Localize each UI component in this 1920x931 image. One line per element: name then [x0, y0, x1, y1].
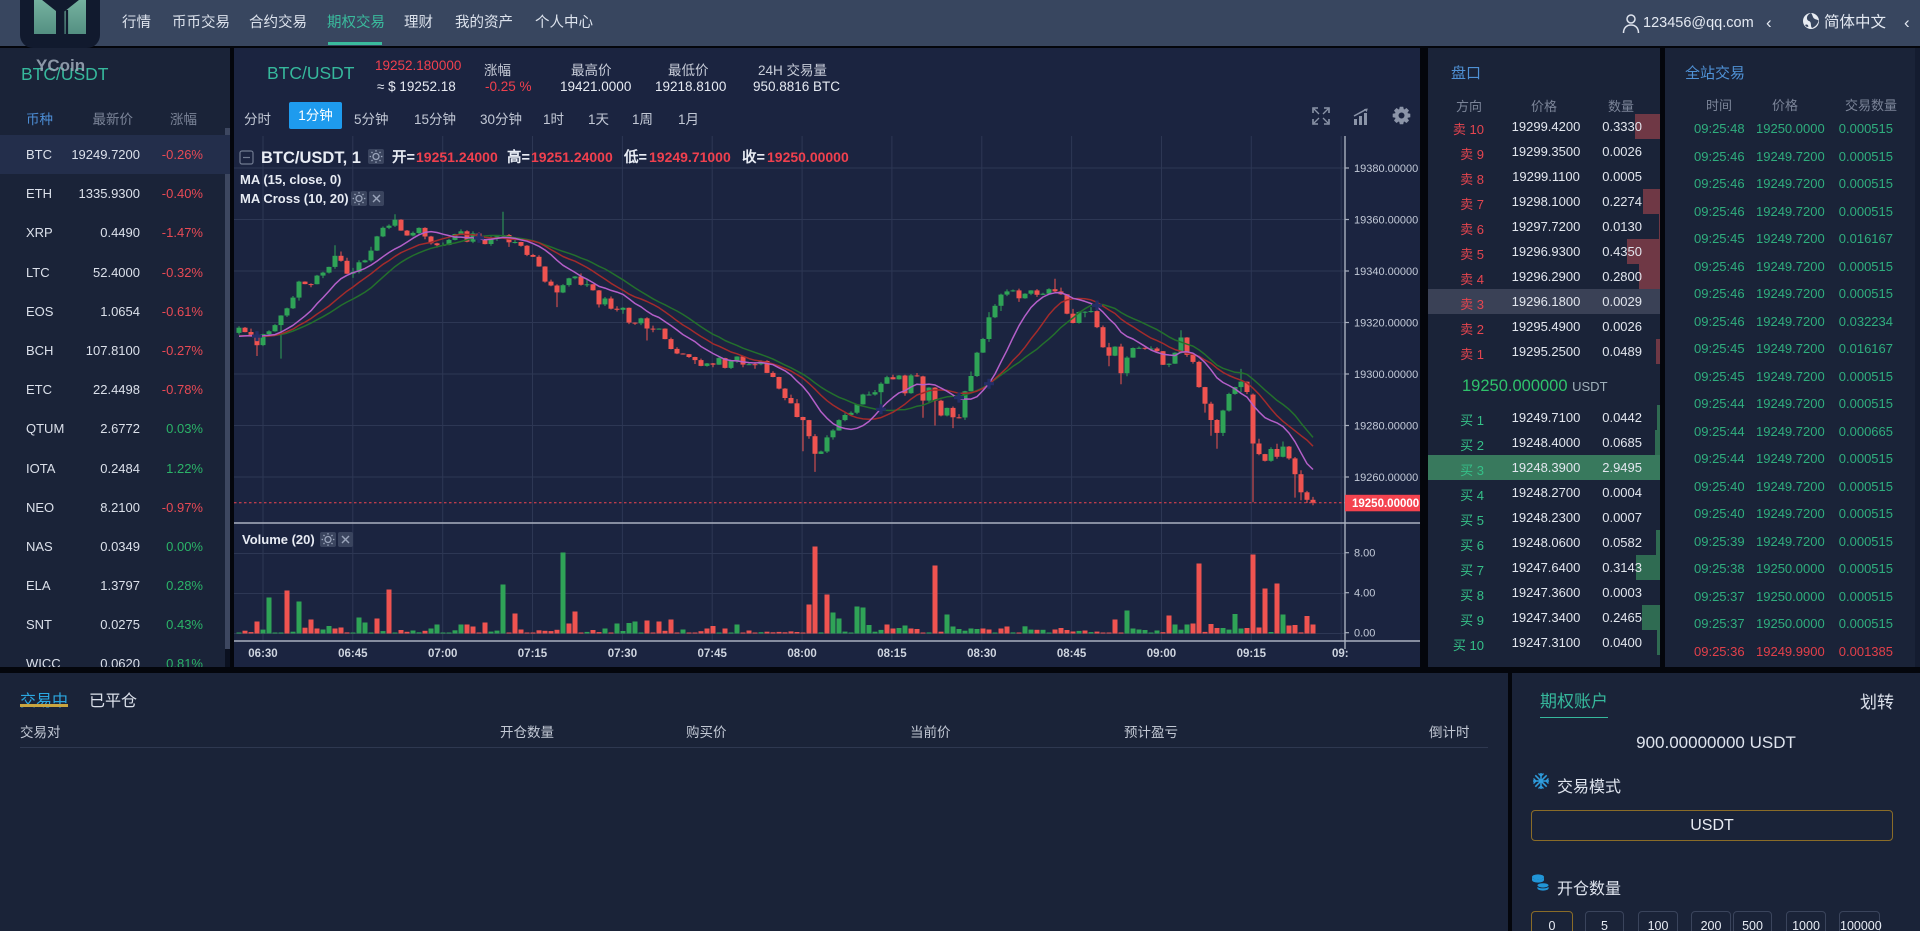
svg-text:09:: 09: — [1332, 648, 1349, 660]
svg-text:07:30: 07:30 — [608, 648, 637, 660]
svg-text:收=: 收= — [742, 148, 765, 166]
svg-text:19251.24000: 19251.24000 — [416, 149, 498, 165]
svg-text:MA Cross (10, 20): MA Cross (10, 20) — [240, 191, 349, 206]
svg-text:09:00: 09:00 — [1147, 648, 1176, 660]
svg-text:BTC/USDT, 1: BTC/USDT, 1 — [261, 149, 361, 167]
svg-text:08:15: 08:15 — [877, 648, 907, 660]
svg-text:19380.00000: 19380.00000 — [1354, 163, 1418, 175]
svg-text:06:45: 06:45 — [338, 648, 368, 660]
svg-text:19280.00000: 19280.00000 — [1354, 420, 1418, 432]
svg-text:开=: 开= — [392, 149, 415, 166]
svg-text:MA (15, close, 0): MA (15, close, 0) — [240, 172, 341, 187]
svg-text:Volume (20): Volume (20) — [242, 532, 315, 547]
svg-text:08:30: 08:30 — [967, 648, 996, 660]
svg-text:09:15: 09:15 — [1237, 648, 1267, 660]
svg-text:06:30: 06:30 — [248, 648, 277, 660]
svg-text:0.00: 0.00 — [1354, 628, 1375, 640]
svg-text:低=: 低= — [623, 148, 647, 166]
svg-text:19249.71000: 19249.71000 — [649, 149, 731, 165]
svg-text:19260.00000: 19260.00000 — [1354, 472, 1418, 484]
svg-text:07:15: 07:15 — [518, 648, 548, 660]
svg-text:19300.00000: 19300.00000 — [1354, 369, 1418, 381]
svg-text:高=: 高= — [507, 148, 530, 166]
svg-text:19250.00000: 19250.00000 — [767, 149, 849, 165]
svg-text:19250.00000: 19250.00000 — [1352, 498, 1419, 510]
svg-text:19320.00000: 19320.00000 — [1354, 317, 1418, 329]
svg-text:08:00: 08:00 — [787, 648, 816, 660]
svg-text:19340.00000: 19340.00000 — [1354, 266, 1418, 278]
svg-text:07:45: 07:45 — [697, 648, 727, 660]
svg-text:07:00: 07:00 — [428, 648, 457, 660]
svg-text:08:45: 08:45 — [1057, 648, 1087, 660]
svg-text:19360.00000: 19360.00000 — [1354, 214, 1418, 226]
svg-text:8.00: 8.00 — [1354, 548, 1375, 560]
svg-text:19251.24000: 19251.24000 — [531, 149, 613, 165]
svg-text:4.00: 4.00 — [1354, 588, 1375, 600]
